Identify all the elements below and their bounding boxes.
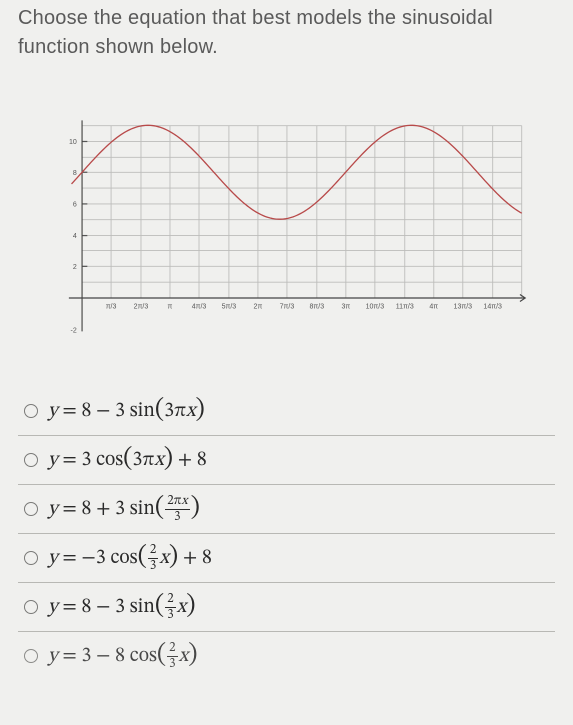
svg-text:5π/3: 5π/3 — [222, 304, 237, 311]
option-equation: y = −3 cos(23x) + 8 — [48, 545, 212, 571]
svg-text:8: 8 — [73, 170, 77, 177]
svg-text:4π/3: 4π/3 — [192, 304, 207, 311]
option-equation: y = 8 + 3 sin(2πx3) — [48, 496, 200, 522]
svg-text:8π/3: 8π/3 — [310, 304, 325, 311]
svg-text:10π/3: 10π/3 — [366, 304, 385, 311]
question-line-1: Choose the equation that best models the… — [18, 7, 493, 29]
radio-icon — [24, 453, 38, 467]
svg-text:6: 6 — [73, 202, 77, 209]
sinusoid-chart: 10 8 6 4 2 -2 π/3 2π/3 π 4π/3 5π/3 2π 7π/3 8π/3 3π 10π… — [14, 94, 559, 349]
option-equation: y = 3 cos(3πx) + 8 — [48, 447, 207, 473]
option-2[interactable]: y = 3 cos(3πx) + 8 — [18, 436, 555, 485]
option-equation: y = 8 − 3 sin(3πx) — [48, 398, 205, 424]
y-tick-labels: 10 8 6 4 2 -2 — [69, 139, 77, 334]
grid — [82, 126, 522, 298]
svg-text:4: 4 — [73, 233, 77, 240]
option-1[interactable]: y = 8 − 3 sin(3πx) — [18, 387, 555, 436]
radio-icon — [24, 502, 38, 516]
svg-text:13π/3: 13π/3 — [454, 304, 473, 311]
radio-icon — [24, 551, 38, 565]
option-3[interactable]: y = 8 + 3 sin(2πx3) — [18, 485, 555, 534]
svg-text:7π/3: 7π/3 — [280, 304, 295, 311]
option-equation: y = 8 − 3 sin(23x) — [48, 594, 196, 620]
svg-text:π/3: π/3 — [106, 304, 117, 311]
svg-text:4π: 4π — [429, 304, 438, 311]
axes — [69, 120, 525, 331]
option-6[interactable]: y = 3 − 8 cos(23x) — [18, 632, 555, 680]
option-5[interactable]: y = 8 − 3 sin(23x) — [18, 583, 555, 632]
svg-text:11π/3: 11π/3 — [396, 304, 414, 311]
svg-text:10: 10 — [69, 139, 77, 146]
svg-text:14π/3: 14π/3 — [483, 304, 502, 311]
option-4[interactable]: y = −3 cos(23x) + 8 — [18, 534, 555, 583]
x-tick-labels: π/3 2π/3 π 4π/3 5π/3 2π 7π/3 8π/3 3π 10π/3 11π/3 4π… — [106, 304, 502, 311]
radio-icon — [24, 404, 38, 418]
svg-text:2π/3: 2π/3 — [134, 304, 149, 311]
svg-text:2π: 2π — [254, 304, 263, 311]
question-line-2: function shown below. — [18, 36, 218, 58]
option-equation: y = 3 − 8 cos(23x) — [48, 643, 198, 669]
svg-text:-2: -2 — [71, 327, 77, 334]
svg-text:π: π — [168, 304, 173, 311]
svg-text:2: 2 — [73, 264, 77, 271]
radio-icon — [24, 600, 38, 614]
radio-icon — [24, 649, 38, 663]
svg-text:3π: 3π — [341, 304, 350, 311]
options-list: y = 8 − 3 sin(3πx) y = 3 cos(3πx) + 8 y … — [18, 387, 555, 680]
chart-container: 10 8 6 4 2 -2 π/3 2π/3 π 4π/3 5π/3 2π 7π/3 8π/3 3π 10π… — [0, 74, 573, 359]
question-prompt: Choose the equation that best models the… — [0, 0, 573, 74]
